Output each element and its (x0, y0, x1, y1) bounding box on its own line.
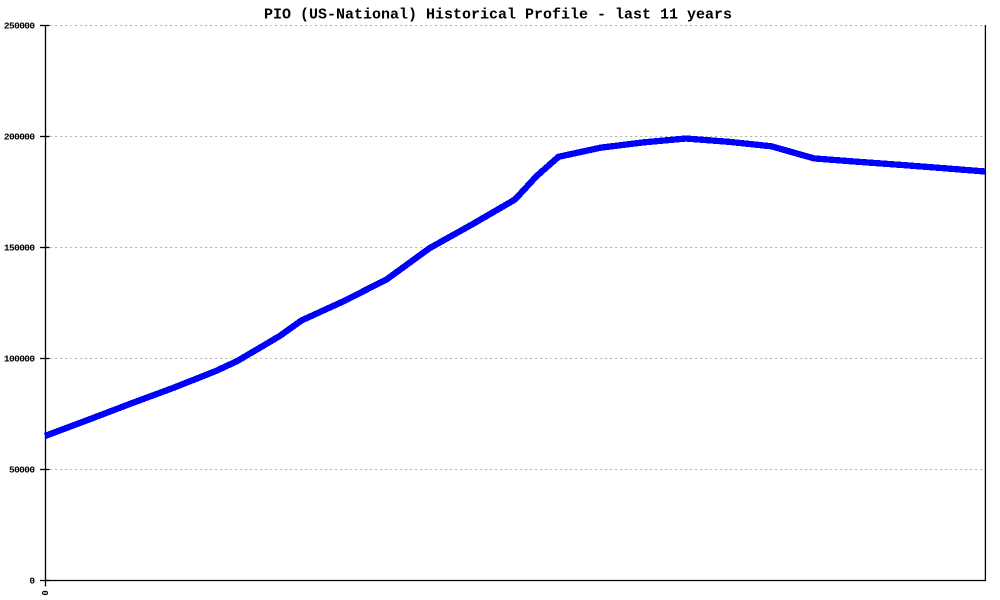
svg-text:100000: 100000 (4, 354, 36, 365)
svg-text:150000: 150000 (4, 243, 36, 254)
svg-text:250000: 250000 (4, 21, 36, 32)
svg-text:PIO (US-National) Historical P: PIO (US-National) Historical Profile - l… (264, 7, 732, 24)
svg-text:50000: 50000 (9, 465, 35, 476)
svg-text:200000: 200000 (4, 132, 36, 143)
svg-text:0: 0 (29, 576, 35, 587)
svg-text:0: 0 (39, 590, 49, 595)
